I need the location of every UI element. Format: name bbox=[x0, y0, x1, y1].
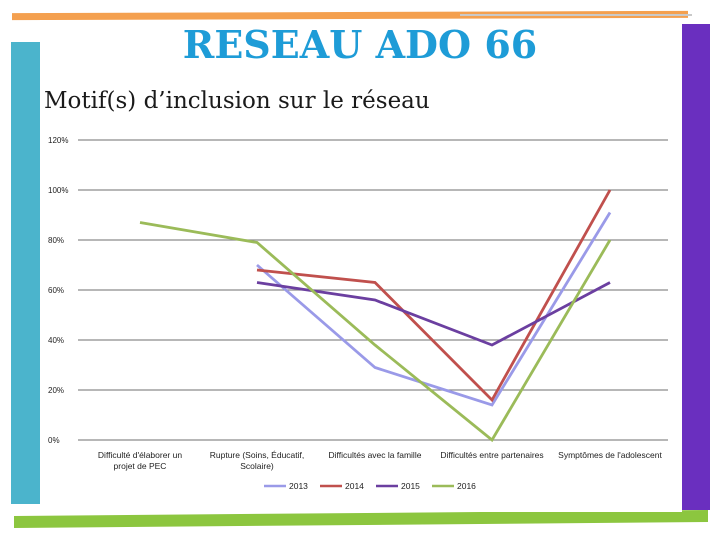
top-thin-line bbox=[460, 14, 692, 16]
content-panel bbox=[40, 20, 682, 512]
slide-title: RESEAU ADO 66 bbox=[182, 22, 538, 67]
series-line-2015 bbox=[256, 281, 611, 347]
x-category-label: Scolaire) bbox=[240, 461, 274, 471]
y-tick-label: 20% bbox=[48, 386, 64, 395]
slide-subtitle: Motif(s) d’inclusion sur le réseau bbox=[44, 88, 430, 114]
series-line-2016 bbox=[139, 221, 612, 443]
x-category-label: Difficultés entre partenaires bbox=[440, 450, 543, 460]
y-tick-label: 60% bbox=[48, 286, 64, 295]
x-category-label: Symptômes de l'adolescent bbox=[558, 450, 662, 460]
series-line-2013 bbox=[256, 211, 612, 407]
legend-label: 2015 bbox=[401, 481, 420, 491]
y-tick-label: 120% bbox=[48, 136, 68, 145]
y-tick-label: 80% bbox=[48, 236, 64, 245]
legend-label: 2013 bbox=[289, 481, 308, 491]
y-tick-label: 40% bbox=[48, 336, 64, 345]
x-category-label: Rupture (Soins, Éducatif, bbox=[210, 450, 305, 460]
x-category-label: Difficulté d'élaborer un bbox=[98, 450, 182, 460]
legend-label: 2014 bbox=[345, 481, 364, 491]
x-category-label: projet de PEC bbox=[114, 461, 167, 471]
legend-label: 2016 bbox=[457, 481, 476, 491]
right-accent-bar bbox=[682, 24, 710, 510]
y-tick-label: 0% bbox=[48, 436, 60, 445]
left-accent-bar bbox=[11, 42, 41, 504]
series-line-2014 bbox=[256, 189, 612, 403]
y-tick-label: 100% bbox=[48, 186, 68, 195]
x-category-label: Difficultés avec la famille bbox=[329, 450, 422, 460]
